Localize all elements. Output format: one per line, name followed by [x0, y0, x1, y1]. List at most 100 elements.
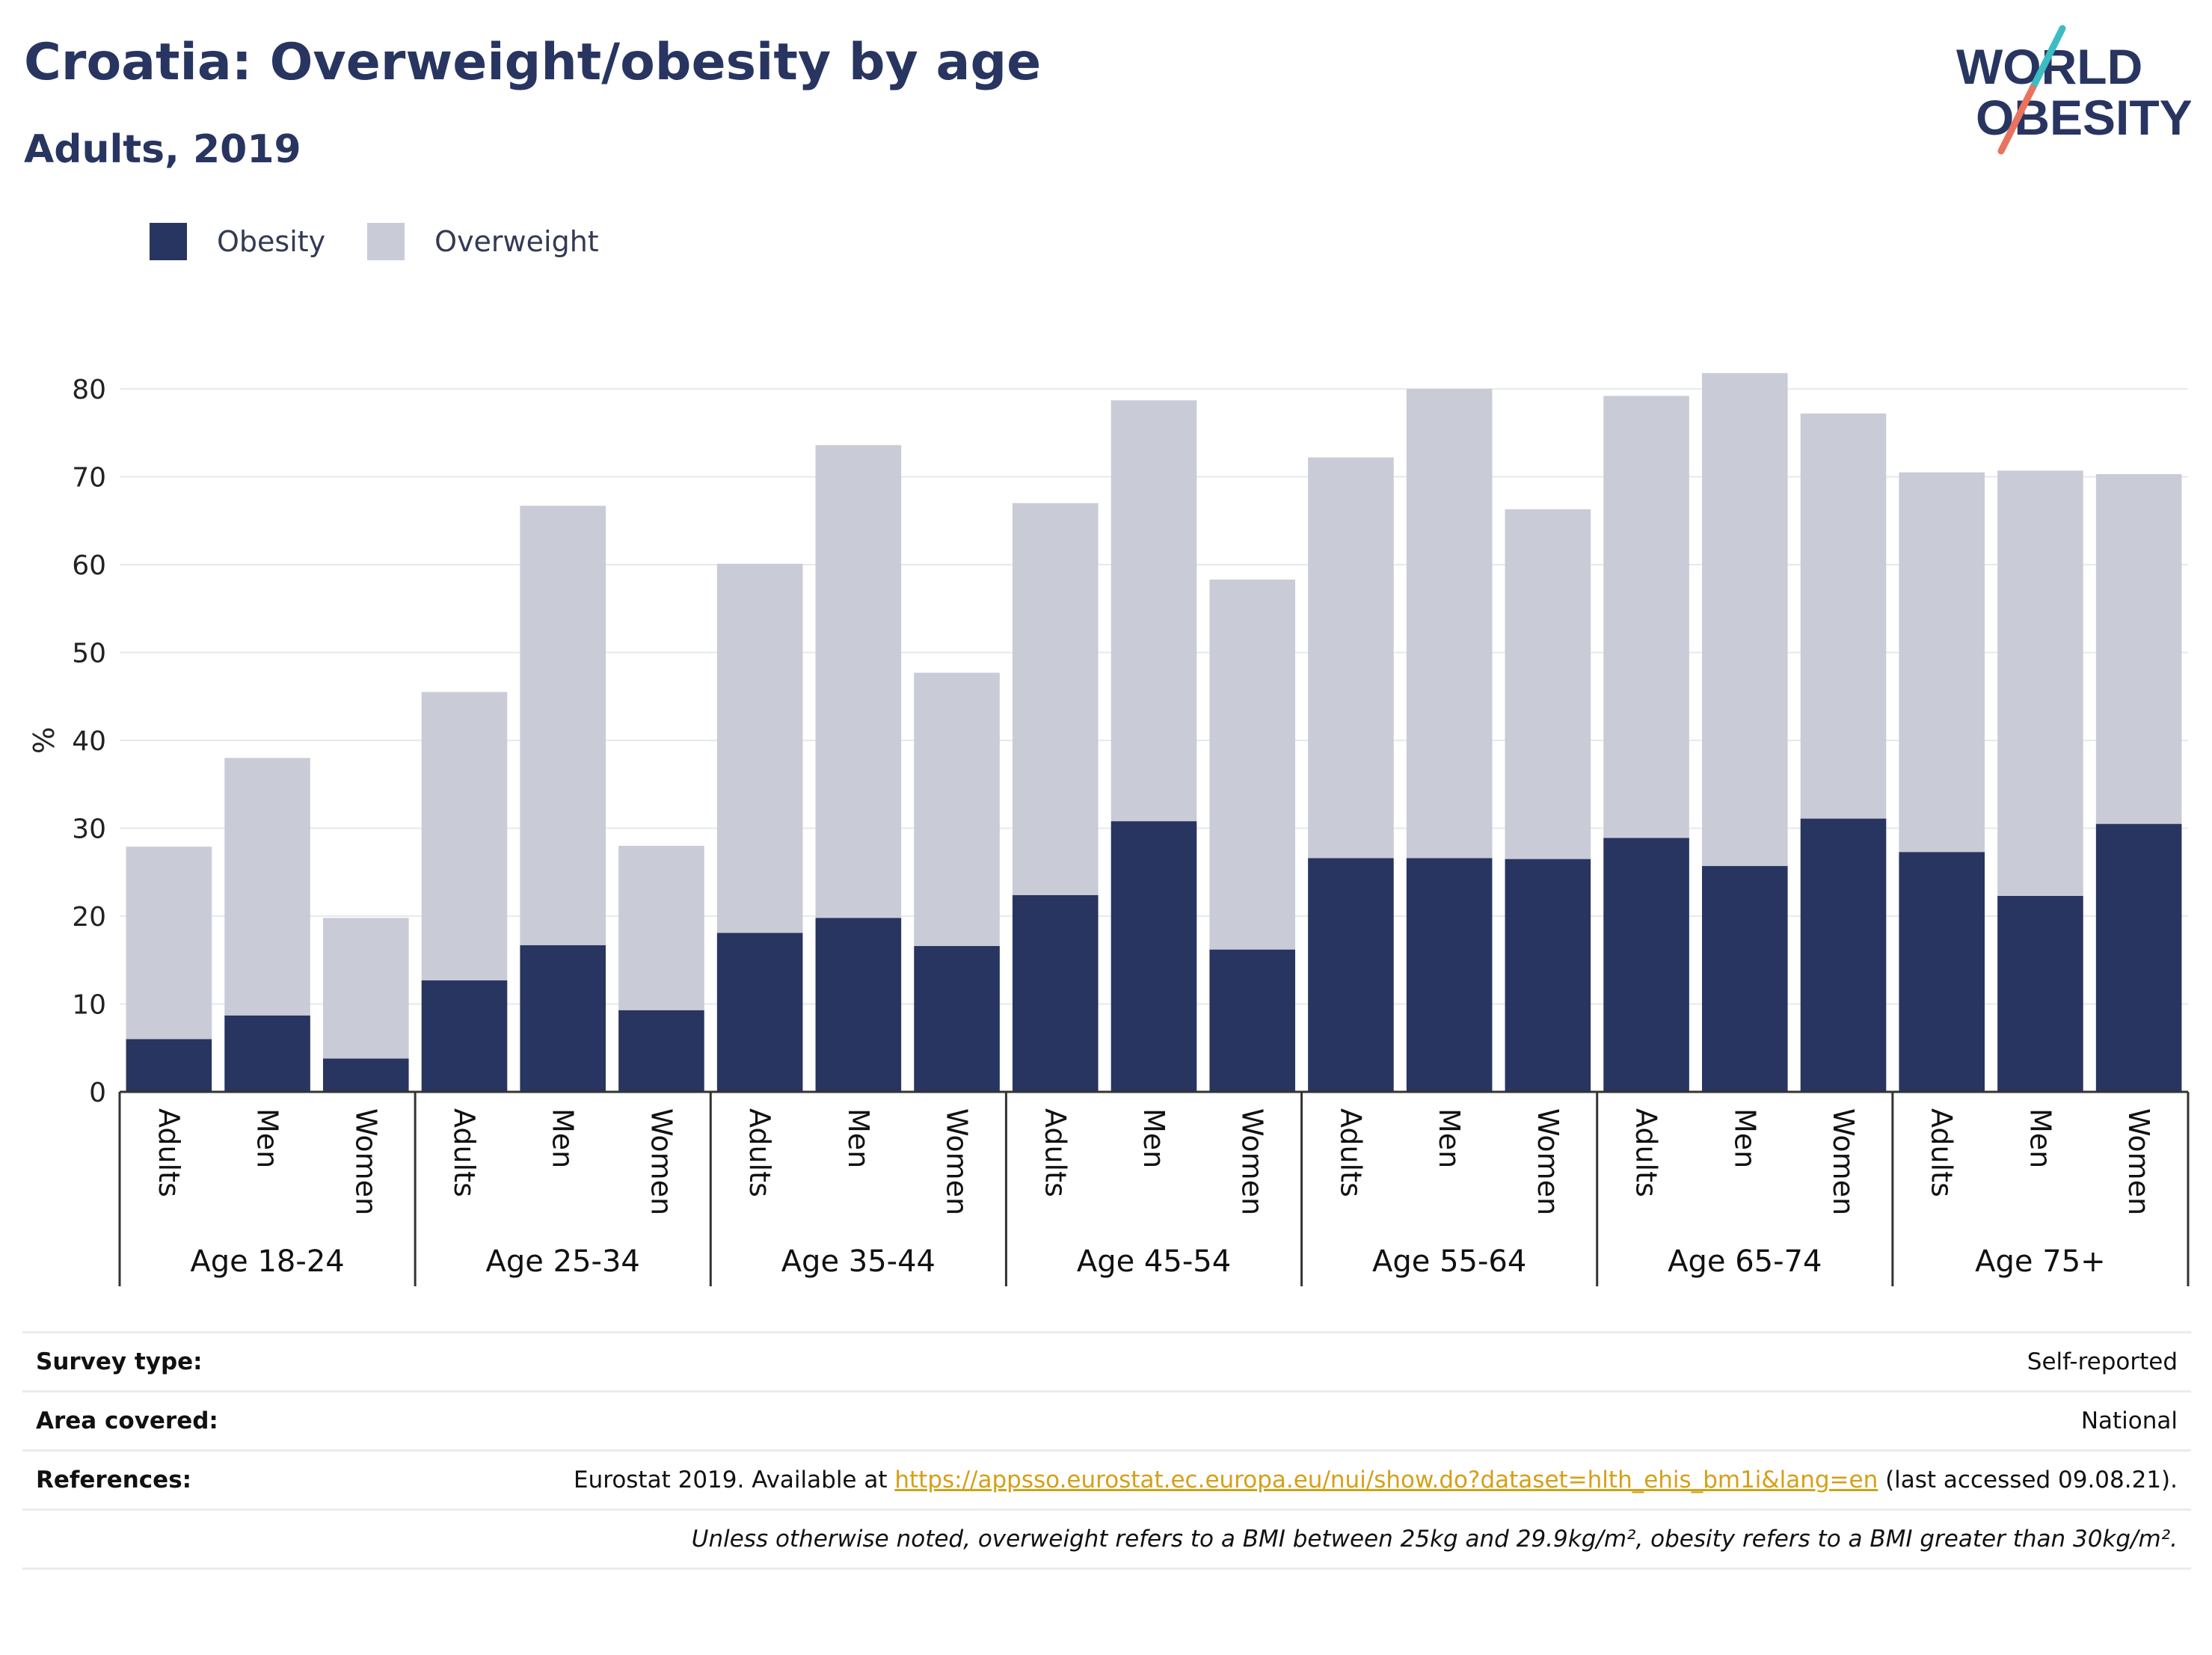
x-sub-label-3: Adults — [448, 1108, 481, 1197]
chart-legend: Obesity Overweight — [150, 221, 641, 262]
y-tick-label-40: 40 — [72, 726, 106, 757]
references-link[interactable]: https://appsso.eurostat.ec.europa.eu/nui… — [894, 1467, 1878, 1493]
bar-overweight-7 — [815, 445, 902, 918]
bar-overweight-4 — [520, 506, 606, 945]
x-sub-label-15: Adults — [1630, 1108, 1663, 1197]
y-tick-label-20: 20 — [72, 902, 106, 933]
bar-overweight-13 — [1406, 389, 1493, 859]
bar-obesity-15 — [1603, 838, 1689, 1092]
group-label-2: Age 35-44 — [781, 1244, 936, 1279]
area-covered-value: National — [348, 1390, 2191, 1451]
x-sub-label-9: Adults — [1039, 1108, 1072, 1197]
bar-obesity-9 — [1012, 894, 1099, 1092]
y-tick-label-60: 60 — [72, 550, 106, 581]
survey-type-row: Survey type: Self-reported — [22, 1331, 2191, 1392]
group-label-6: Age 75+ — [1975, 1244, 2106, 1279]
x-sub-label-12: Adults — [1334, 1108, 1367, 1197]
x-sub-label-1: Men — [251, 1108, 284, 1168]
references-label: References: — [22, 1449, 348, 1510]
world-obesity-logo: WORLD OBESITY — [1956, 25, 2191, 155]
survey-metadata-table: Survey type: Self-reported Area covered:… — [22, 1331, 2191, 1570]
y-tick-label-10: 10 — [72, 990, 106, 1021]
group-label-3: Age 45-54 — [1077, 1244, 1231, 1279]
legend-label-obesity: Obesity — [217, 225, 326, 258]
bar-overweight-3 — [421, 692, 508, 980]
bar-obesity-5 — [618, 1010, 704, 1092]
bar-overweight-20 — [2095, 473, 2182, 824]
legend-swatch-overweight — [367, 223, 405, 260]
page-title: Croatia: Overweight/obesity by age — [24, 33, 1042, 92]
references-suffix: (last accessed 09.08.21). — [1878, 1467, 2178, 1493]
bar-overweight-17 — [1800, 413, 1887, 819]
bar-obesity-3 — [421, 980, 508, 1092]
bar-obesity-20 — [2095, 823, 2182, 1092]
y-tick-label-0: 0 — [89, 1078, 106, 1108]
x-sub-label-18: Adults — [1926, 1108, 1958, 1197]
bar-obesity-0 — [126, 1039, 212, 1092]
bar-overweight-9 — [1012, 503, 1099, 895]
bar-obesity-10 — [1110, 821, 1197, 1092]
bar-obesity-14 — [1505, 859, 1591, 1092]
x-sub-label-19: Men — [2024, 1108, 2056, 1168]
y-axis-label: % — [28, 727, 61, 754]
x-sub-label-0: Adults — [153, 1108, 185, 1197]
bar-overweight-1 — [224, 758, 310, 1016]
y-tick-label-30: 30 — [72, 814, 106, 845]
group-label-4: Age 55-64 — [1372, 1244, 1526, 1279]
bar-overweight-0 — [126, 847, 212, 1040]
bar-obesity-19 — [1997, 895, 2083, 1092]
x-sub-label-10: Men — [1137, 1108, 1170, 1168]
y-tick-label-80: 80 — [72, 375, 106, 405]
bar-overweight-16 — [1701, 372, 1788, 867]
group-label-0: Age 18-24 — [190, 1244, 344, 1279]
bar-overweight-14 — [1505, 509, 1591, 859]
legend-label-overweight: Overweight — [434, 225, 599, 258]
definition-note: Unless otherwise noted, overweight refer… — [22, 1508, 2191, 1570]
bar-overweight-15 — [1603, 396, 1689, 838]
bar-obesity-4 — [520, 945, 606, 1092]
bar-overweight-18 — [1899, 472, 1985, 853]
x-sub-label-8: Women — [941, 1108, 974, 1215]
group-label-1: Age 25-34 — [486, 1244, 640, 1279]
x-sub-label-20: Women — [2122, 1108, 2155, 1215]
bar-overweight-6 — [716, 563, 803, 933]
bar-obesity-7 — [815, 918, 902, 1092]
area-covered-label: Area covered: — [22, 1390, 348, 1451]
legend-item-obesity[interactable]: Obesity — [150, 223, 325, 260]
x-sub-label-4: Men — [547, 1108, 580, 1168]
bar-overweight-2 — [322, 918, 409, 1059]
bar-obesity-8 — [914, 945, 1000, 1092]
bar-overweight-5 — [618, 846, 704, 1010]
stacked-bar-chart: 0 10 20 30 40 50 60 70 80% Adults Men Women Adults Me… — [28, 372, 2190, 1286]
x-sub-label-7: Men — [842, 1108, 875, 1168]
y-tick-label-50: 50 — [72, 639, 106, 669]
bar-obesity-18 — [1899, 852, 1985, 1092]
bar-obesity-6 — [716, 933, 803, 1092]
x-sub-label-2: Women — [349, 1108, 382, 1215]
bar-obesity-17 — [1800, 818, 1887, 1092]
x-sub-label-5: Women — [645, 1108, 678, 1215]
legend-item-overweight[interactable]: Overweight — [367, 223, 599, 260]
x-sub-label-16: Men — [1728, 1108, 1761, 1168]
references-row: References: Eurostat 2019. Available at … — [22, 1449, 2191, 1510]
x-sub-label-14: Women — [1531, 1108, 1564, 1215]
page-subtitle: Adults, 2019 — [24, 127, 301, 172]
survey-type-label: Survey type: — [22, 1331, 348, 1392]
bar-obesity-16 — [1701, 866, 1788, 1092]
bar-overweight-11 — [1209, 579, 1296, 950]
legend-swatch-obesity — [150, 223, 187, 260]
x-sub-label-6: Adults — [743, 1108, 776, 1197]
definition-note-row: Unless otherwise noted, overweight refer… — [22, 1508, 2191, 1570]
x-sub-label-17: Women — [1827, 1108, 1860, 1215]
area-covered-row: Area covered: National — [22, 1390, 2191, 1451]
bar-obesity-13 — [1406, 858, 1493, 1092]
bar-overweight-8 — [914, 672, 1000, 946]
x-sub-label-13: Men — [1433, 1108, 1466, 1168]
logo-slash-teal — [2029, 25, 2066, 92]
bar-obesity-12 — [1308, 858, 1394, 1092]
bar-obesity-1 — [224, 1015, 310, 1092]
bar-overweight-19 — [1997, 470, 2083, 896]
group-label-5: Age 65-74 — [1668, 1244, 1822, 1279]
x-sub-label-11: Women — [1236, 1108, 1269, 1215]
survey-type-value: Self-reported — [348, 1331, 2191, 1392]
